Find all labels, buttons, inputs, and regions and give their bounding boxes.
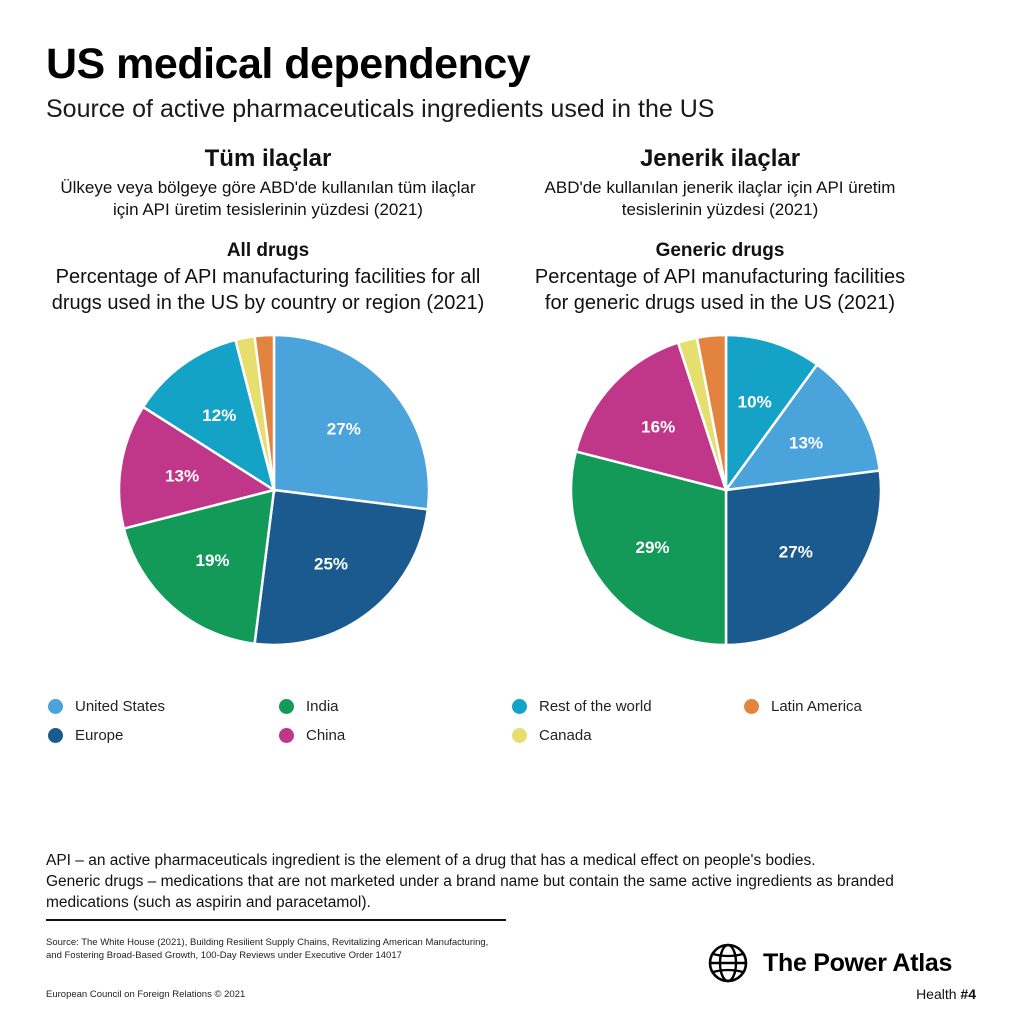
legend-dot-europe — [48, 728, 63, 743]
legend-label: China — [306, 727, 346, 744]
legend-item-canada: Canada — [512, 727, 592, 744]
page-subtitle: Source of active pharmaceuticals ingredi… — [46, 95, 715, 123]
legend-item-india: India — [279, 698, 339, 715]
series-prefix: Health — [916, 986, 961, 1002]
legend-label: India — [306, 698, 339, 715]
pie-slice-china — [574, 341, 728, 492]
brand-name: The Power Atlas — [763, 948, 953, 977]
right-en-desc-line2: for generic drugs used in the US (2021) — [544, 292, 896, 314]
pie-slice-europe — [724, 469, 883, 647]
pie-slice-rest-of-the-world — [724, 333, 819, 494]
legend-dot-canada — [512, 728, 527, 743]
copyright: European Council on Foreign Relations © … — [46, 989, 246, 1000]
slice-label-united-states: 13% — [789, 434, 823, 453]
left-tr-title: Tüm ilaçlar — [204, 145, 332, 172]
series-label: Health #4 — [916, 986, 976, 1002]
right-tr-description: ABD'de kullanılan jenerik ilaçlar için A… — [490, 177, 950, 221]
right-tr-desc-line1: ABD'de kullanılan jenerik ilaçlar için A… — [544, 178, 896, 197]
legend-label: Latin America — [771, 698, 862, 715]
slice-label-rest-of-the-world: 10% — [738, 393, 772, 412]
right-en-title: Generic drugs — [655, 240, 785, 261]
left-tr-desc-line2: için API üretim tesislerinin yüzdesi (20… — [113, 200, 423, 219]
legend-item-rest-of-the-world: Rest of the world — [512, 698, 652, 715]
generic-drugs-pie-chart: 10% 13% 27% 29% 16% — [569, 333, 883, 647]
legend-dot-united-states — [48, 699, 63, 714]
right-tr-desc-line2: tesislerinin yüzdesi (2021) — [621, 200, 819, 219]
pie-slice-united-states — [272, 333, 431, 511]
footnote-line3: medications (such as aspirin and paracet… — [46, 894, 371, 911]
slice-label-europe: 25% — [314, 555, 348, 574]
divider — [46, 919, 506, 921]
slice-label-united-states: 27% — [327, 420, 361, 439]
left-en-desc-line2: drugs used in the US by country or regio… — [51, 292, 485, 314]
pie-slice-latin-america — [695, 333, 728, 491]
footnote-line2: Generic drugs – medications that are not… — [46, 873, 894, 890]
source-line1: Source: The White House (2021), Building… — [46, 937, 489, 948]
left-en-description: Percentage of API manufacturing faciliti… — [38, 264, 498, 316]
legend-label: Europe — [75, 727, 124, 744]
pie-slice-europe — [253, 488, 430, 647]
slice-label-rest-of-the-world: 12% — [202, 406, 236, 425]
source-note: Source: The White House (2021), Building… — [46, 936, 566, 962]
globe-icon — [708, 943, 748, 983]
slice-label-europe: 27% — [779, 543, 813, 562]
pie-slice-latin-america — [253, 333, 276, 491]
legend-label: United States — [75, 698, 166, 715]
legend-dot-rest-of-the-world — [512, 699, 527, 714]
pie-slice-united-states — [723, 362, 882, 492]
pie-slice-india — [569, 449, 728, 647]
legend-item-china: China — [279, 727, 345, 744]
slice-label-china: 13% — [165, 467, 199, 486]
legend-item-united-states: United States — [48, 698, 165, 715]
legend-dot-india — [279, 699, 294, 714]
pie-slice-india — [122, 488, 276, 646]
right-en-description: Percentage of API manufacturing faciliti… — [490, 264, 950, 316]
series-number: #4 — [960, 986, 976, 1002]
legend-dot-latin-america — [744, 699, 759, 714]
legend-dot-china — [279, 728, 294, 743]
footnote: API – an active pharmaceuticals ingredie… — [46, 850, 976, 913]
page-title: US medical dependency — [46, 40, 531, 88]
left-en-title: All drugs — [226, 240, 310, 261]
left-tr-desc-line1: Ülkeye veya bölgeye göre ABD'de kullanıl… — [60, 178, 476, 197]
footnote-line1: API – an active pharmaceuticals ingredie… — [46, 852, 816, 869]
pie-slice-rest-of-the-world — [141, 338, 276, 493]
legend-item-europe: Europe — [48, 727, 123, 744]
left-en-desc-line1: Percentage of API manufacturing faciliti… — [55, 266, 481, 288]
all-drugs-pie-chart: 27% 25% 19% 13% 12% — [117, 333, 431, 647]
right-tr-title: Jenerik ilaçlar — [639, 145, 801, 172]
slice-label-china: 16% — [641, 417, 675, 436]
pie-slice-china — [117, 405, 278, 531]
slice-label-india: 19% — [195, 551, 229, 570]
slice-label-india: 29% — [635, 538, 669, 557]
left-tr-description: Ülkeye veya bölgeye göre ABD'de kullanıl… — [38, 177, 498, 221]
legend-label: Rest of the world — [539, 698, 652, 715]
legend-item-latin-america: Latin America — [744, 698, 862, 715]
source-line2: and Fostering Broad-Based Growth, 100-Da… — [46, 950, 402, 961]
right-en-desc-line1: Percentage of API manufacturing faciliti… — [534, 266, 906, 288]
brand-logo: The Power Atlas — [707, 942, 952, 984]
legend-label: Canada — [539, 727, 592, 744]
